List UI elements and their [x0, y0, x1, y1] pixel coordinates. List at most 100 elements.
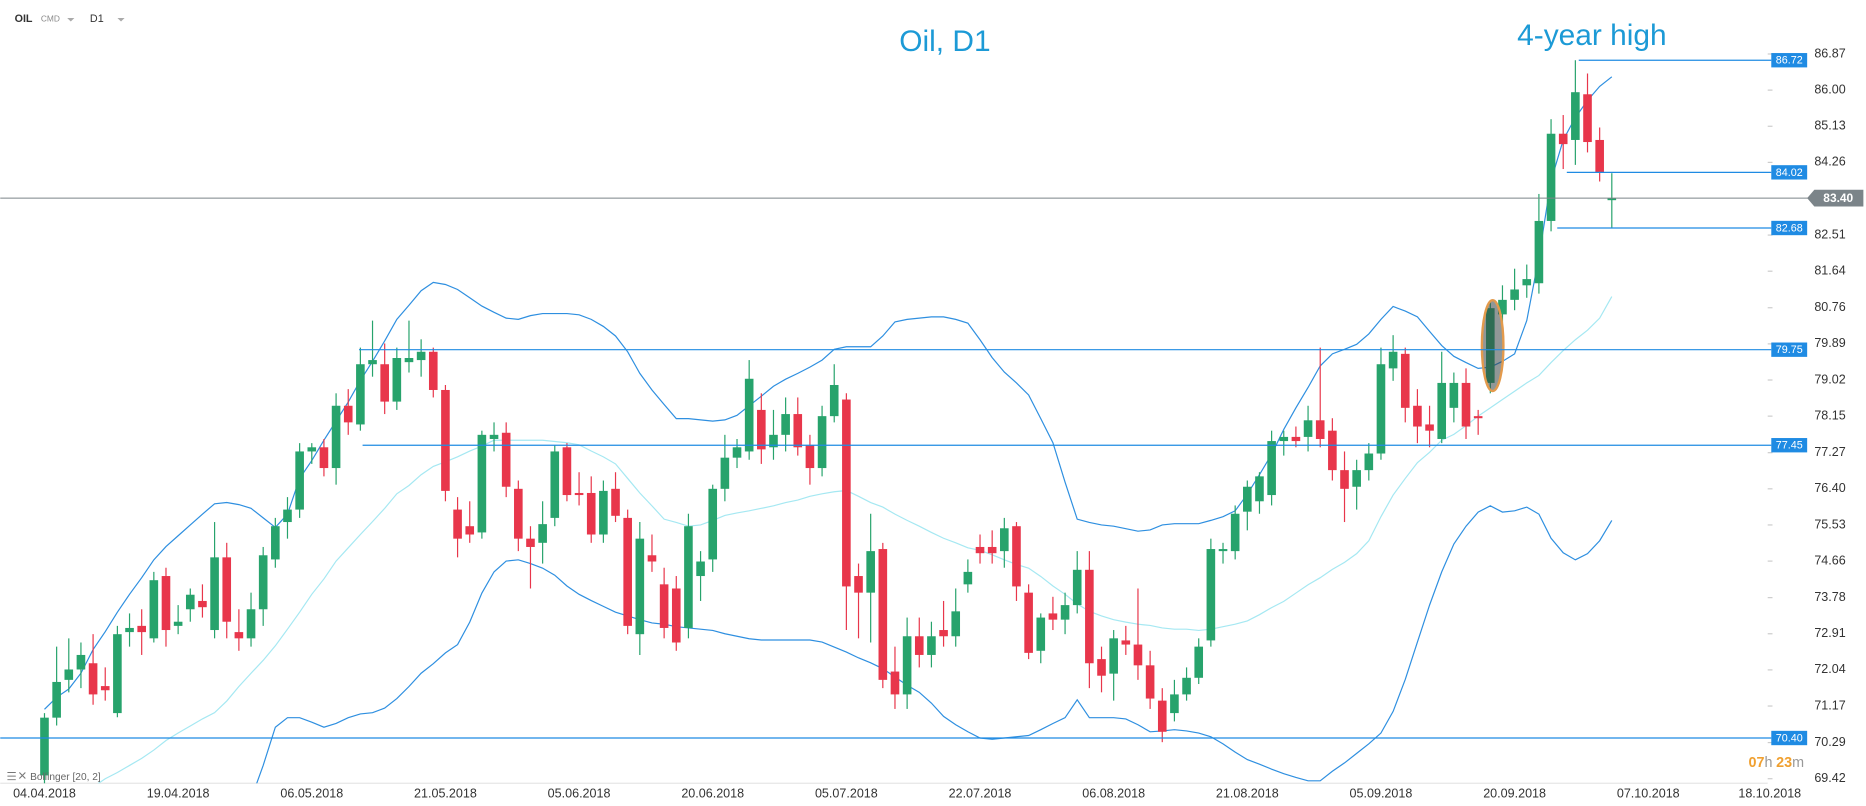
indicator-controls[interactable]: [7, 772, 26, 781]
plot-area: [40, 60, 1617, 784]
y-tick-label: 84.26: [1814, 155, 1845, 169]
level-badge: [1771, 438, 1808, 453]
x-tick-label: 06.08.2018: [1082, 786, 1145, 800]
candle-body: [295, 451, 304, 510]
candle-body: [173, 621, 183, 626]
candle-body: [1206, 549, 1216, 641]
candle-body: [939, 630, 948, 637]
candle-body: [1473, 416, 1483, 419]
candle-body: [1243, 486, 1252, 512]
dropdown-arrow[interactable]: [67, 17, 75, 22]
bollinger-upper: [44, 76, 1613, 710]
candle-body: [1534, 220, 1544, 284]
candle-body: [1182, 677, 1191, 695]
candle-body: [1109, 638, 1118, 674]
candle-body: [1230, 513, 1240, 552]
candle-body: [1000, 528, 1009, 552]
candle-body: [1255, 476, 1264, 502]
x-tick-label: 21.05.2018: [414, 786, 477, 800]
candle-body: [574, 492, 584, 496]
y-tick-label: 70.29: [1814, 735, 1845, 749]
candle-body: [1558, 133, 1568, 145]
candle-body: [1060, 605, 1070, 620]
candle-body: [744, 378, 754, 452]
level-label: 86.72: [1776, 55, 1803, 67]
candle-body: [88, 663, 98, 695]
candle-body: [198, 600, 207, 608]
x-tick-label: 07.10.2018: [1617, 786, 1680, 800]
candle-body: [1267, 441, 1276, 496]
candle-body: [1097, 659, 1106, 676]
candle-body: [1437, 382, 1447, 439]
candle-body: [659, 584, 669, 628]
candle-body: [635, 538, 645, 635]
candle-body: [902, 636, 912, 695]
level-label: 70.40: [1776, 732, 1803, 744]
annotation: 4-year high: [1517, 19, 1666, 52]
menu-icon[interactable]: [7, 772, 16, 781]
candle-body: [1571, 92, 1580, 140]
level-badge: [1771, 730, 1808, 746]
candle-body: [1036, 617, 1046, 651]
candle-body: [271, 526, 280, 560]
candle-body: [550, 451, 560, 518]
candle-body: [732, 447, 742, 458]
candle-body: [137, 625, 146, 633]
candle-body: [1461, 382, 1471, 427]
candle-body: [1194, 646, 1204, 678]
candle-body: [842, 399, 851, 587]
candle-body: [963, 571, 973, 585]
candle-body: [671, 588, 681, 643]
candle-body: [1048, 613, 1058, 620]
candle-body: [1510, 289, 1519, 300]
y-tick-label: 71.17: [1814, 698, 1845, 712]
candle-body: [234, 632, 244, 639]
y-tick-label: 76.40: [1814, 481, 1845, 495]
timeframe[interactable]: D1: [90, 13, 104, 25]
dropdown-arrow[interactable]: [117, 17, 125, 22]
candle-body: [1303, 420, 1313, 437]
candle-body: [538, 524, 547, 543]
level-label: 84.02: [1776, 167, 1803, 179]
candle-body: [441, 389, 450, 491]
candle-body: [1364, 453, 1374, 471]
candle-body: [1170, 694, 1179, 714]
last-price-label: 83.40: [1823, 191, 1853, 205]
candle-body: [684, 526, 693, 628]
y-tick-label: 69.42: [1814, 771, 1845, 785]
candle-body: [368, 360, 377, 365]
candle-body: [246, 609, 256, 639]
candle-body: [1607, 198, 1617, 201]
candle-body: [817, 416, 827, 469]
close-icon[interactable]: [18, 772, 26, 779]
x-tick-label: 21.08.2018: [1216, 786, 1279, 800]
candle-body: [975, 546, 985, 554]
timer-hours: 07: [1749, 755, 1765, 771]
candle-body: [623, 517, 632, 626]
timer-unit: h: [1765, 755, 1773, 771]
candle-body: [1291, 436, 1301, 442]
candle-body: [319, 447, 329, 469]
candle-body: [514, 488, 523, 539]
candle-body: [1133, 644, 1143, 666]
candle-body: [647, 555, 657, 562]
symbol[interactable]: OIL: [15, 13, 33, 25]
x-tick-label: 06.05.2018: [280, 786, 343, 800]
candle-body: [1121, 640, 1131, 645]
candle-body: [428, 351, 438, 390]
candle-body: [526, 538, 535, 547]
indicator-label: Bollinger [20, 2]: [30, 772, 101, 783]
timer-unit: m: [1792, 755, 1804, 771]
candle-body: [878, 549, 888, 680]
candle-body: [210, 557, 219, 631]
candle-body: [866, 551, 875, 593]
candle-body: [465, 526, 475, 535]
market[interactable]: CMD: [41, 13, 60, 23]
candle-body: [1218, 549, 1228, 552]
candle-body: [1157, 700, 1167, 732]
candle-body: [283, 509, 292, 523]
candle-body: [52, 681, 61, 718]
candle-body: [380, 364, 389, 402]
y-tick-label: 73.78: [1814, 590, 1845, 604]
